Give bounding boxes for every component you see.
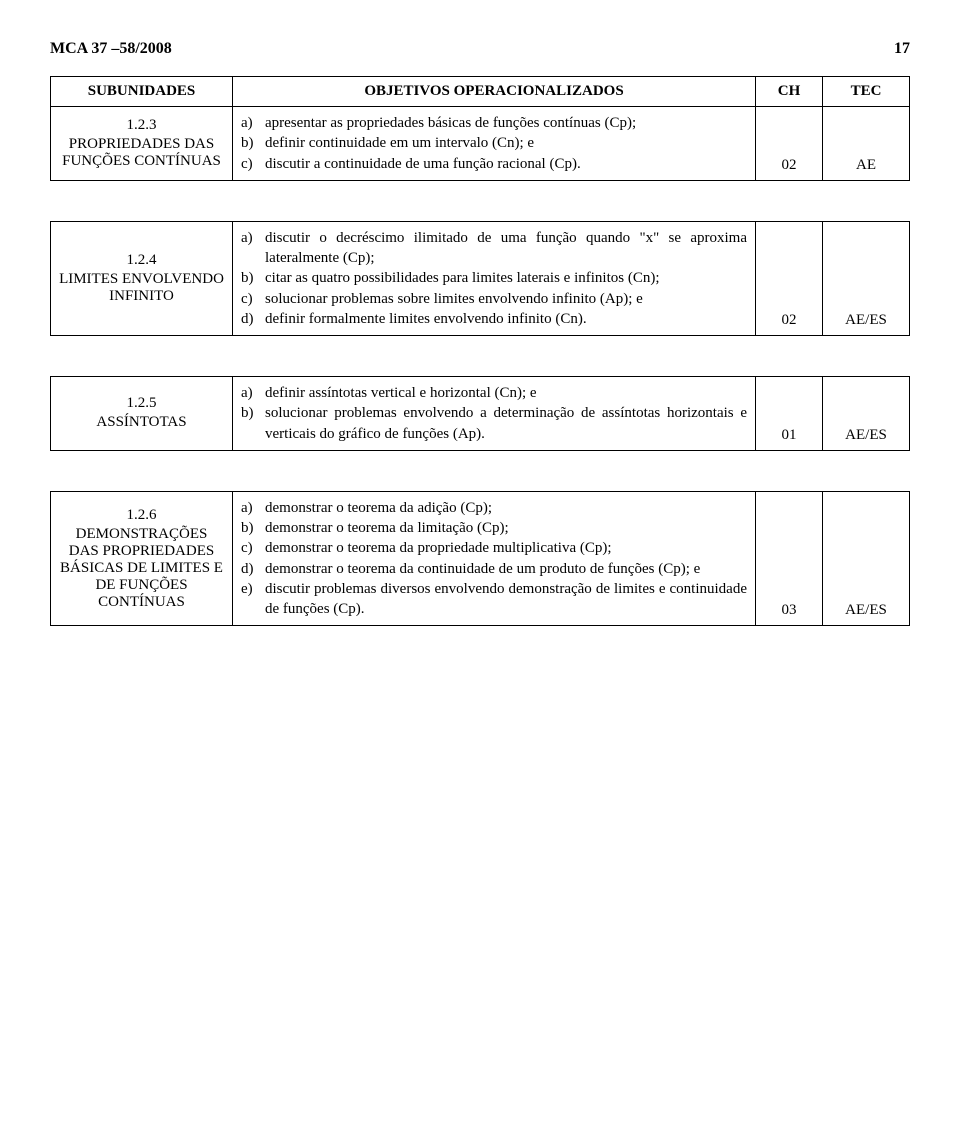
subunit-code: 1.2.5 [59,395,224,412]
list-marker: a) [241,383,253,403]
objectives-cell: a) demonstrar o teorema da adição (Cp); b)… [233,491,756,626]
list-marker: e) [241,579,253,599]
col-header-tec: TEC [823,77,910,107]
tec-value: AE [823,107,910,181]
list-marker: c) [241,154,253,174]
tec-value: AE/ES [823,221,910,335]
col-header-ch: CH [756,77,823,107]
objectives-list: a) demonstrar o teorema da adição (Cp); b)… [241,498,747,620]
list-marker: c) [241,289,253,309]
objective-item: a) discutir o decréscimo ilimitado de uma… [241,228,747,269]
objective-item: b) definir continuidade em um intervalo (… [241,133,747,153]
list-marker: d) [241,309,254,329]
subunit-cell: 1.2.3 PROPRIEDADES DAS FUNÇÕES CONTÍNUAS [51,107,233,181]
list-marker: b) [241,268,254,288]
objective-text: citar as quatro possibilidades para limi… [265,270,659,286]
list-marker: a) [241,113,253,133]
objectives-list: a) discutir o decréscimo ilimitado de uma… [241,228,747,329]
objective-text: solucionar problemas envolvendo a determ… [265,405,747,441]
subunit-label: LIMITES ENVOLVENDO INFINITO [59,271,224,305]
objective-text: definir continuidade em um intervalo (Cn… [265,135,534,151]
list-marker: b) [241,518,254,538]
content-area: SUBUNIDADESOBJETIVOS OPERACIONALIZADOSCH… [50,76,910,626]
ch-value: 02 [756,221,823,335]
objectives-cell: a) discutir o decréscimo ilimitado de uma… [233,221,756,335]
list-marker: d) [241,559,254,579]
objective-item: b) solucionar problemas envolvendo a dete… [241,403,747,444]
objective-text: definir assíntotas vertical e horizontal… [265,385,537,401]
header-left: MCA 37 –58/2008 [50,40,172,58]
subunit-cell: 1.2.6 DEMONSTRAÇÕES DAS PROPRIEDADES BÁSI… [51,491,233,626]
list-marker: b) [241,403,254,423]
list-marker: b) [241,133,254,153]
subunit-code: 1.2.4 [59,252,224,269]
list-marker: a) [241,498,253,518]
objective-item: c) demonstrar o teorema da propriedade mu… [241,538,747,558]
section-table: 1.2.6 DEMONSTRAÇÕES DAS PROPRIEDADES BÁSI… [50,491,910,627]
subunit-label: PROPRIEDADES DAS FUNÇÕES CONTÍNUAS [59,136,224,170]
objective-text: demonstrar o teorema da continuidade de … [265,561,700,577]
objective-text: discutir a continuidade de uma função ra… [265,156,581,172]
objective-item: a) definir assíntotas vertical e horizont… [241,383,747,403]
objective-item: c) discutir a continuidade de uma função … [241,154,747,174]
section-table: 1.2.4 LIMITES ENVOLVENDO INFINITO a) discut… [50,221,910,336]
objective-item: c) solucionar problemas sobre limites env… [241,289,747,309]
col-header-obj: OBJETIVOS OPERACIONALIZADOS [233,77,756,107]
objective-item: b) citar as quatro possibilidades para li… [241,268,747,288]
list-marker: a) [241,228,253,248]
ch-value: 03 [756,491,823,626]
objectives-list: a) definir assíntotas vertical e horizont… [241,383,747,444]
objective-item: d) definir formalmente limites envolvendo… [241,309,747,329]
objective-item: a) apresentar as propriedades básicas de … [241,113,747,133]
ch-value: 01 [756,377,823,451]
list-marker: c) [241,538,253,558]
tec-value: AE/ES [823,491,910,626]
objective-text: demonstrar o teorema da limitação (Cp); [265,520,509,536]
objective-text: demonstrar o teorema da adição (Cp); [265,500,492,516]
objective-item: d) demonstrar o teorema da continuidade d… [241,559,747,579]
objective-text: apresentar as propriedades básicas de fu… [265,115,636,131]
ch-value: 02 [756,107,823,181]
header-right: 17 [894,40,910,58]
objective-item: a) demonstrar o teorema da adição (Cp); [241,498,747,518]
objectives-list: a) apresentar as propriedades básicas de … [241,113,747,174]
section-table: SUBUNIDADESOBJETIVOS OPERACIONALIZADOSCH… [50,76,910,181]
objective-text: demonstrar o teorema da propriedade mult… [265,540,612,556]
objective-text: definir formalmente limites envolvendo i… [265,311,587,327]
subunit-label: ASSÍNTOTAS [59,414,224,431]
objectives-cell: a) apresentar as propriedades básicas de … [233,107,756,181]
subunit-cell: 1.2.4 LIMITES ENVOLVENDO INFINITO [51,221,233,335]
subunit-cell: 1.2.5 ASSÍNTOTAS [51,377,233,451]
page-header: MCA 37 –58/2008 17 [50,40,910,58]
objective-text: solucionar problemas sobre limites envol… [265,291,643,307]
objective-text: discutir o decréscimo ilimitado de uma f… [265,230,747,266]
objective-text: discutir problemas diversos envolvendo d… [265,581,747,617]
section-table: 1.2.5 ASSÍNTOTAS a) definir assíntotas vert… [50,376,910,451]
objective-item: e) discutir problemas diversos envolvendo… [241,579,747,620]
subunit-code: 1.2.3 [59,117,224,134]
subunit-code: 1.2.6 [59,507,224,524]
objective-item: b) demonstrar o teorema da limitação (Cp)… [241,518,747,538]
col-header-sub: SUBUNIDADES [51,77,233,107]
subunit-label: DEMONSTRAÇÕES DAS PROPRIEDADES BÁSICAS D… [59,526,224,611]
tec-value: AE/ES [823,377,910,451]
objectives-cell: a) definir assíntotas vertical e horizont… [233,377,756,451]
